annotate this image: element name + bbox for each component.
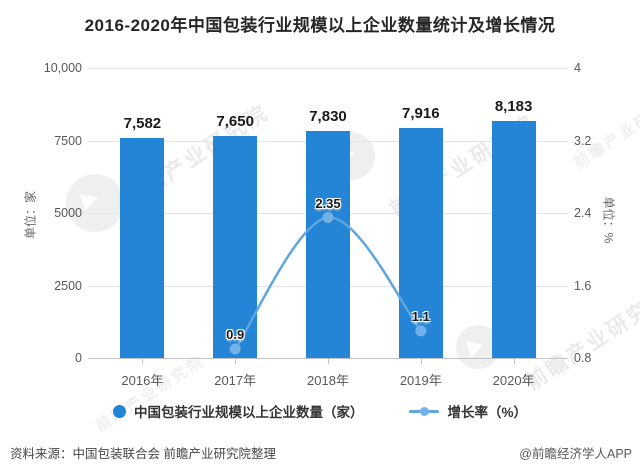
line-point-marker — [415, 325, 427, 337]
right-axis-tick-label: 1.6 — [574, 278, 592, 293]
bar-value-label: 7,916 — [402, 105, 440, 123]
line-value-label: 1.1 — [411, 308, 430, 324]
gridline — [88, 68, 568, 69]
bar-2018年 — [306, 130, 350, 358]
credit-text: @前瞻经济学人APP — [519, 447, 632, 461]
left-axis-tick-label: 0 — [75, 351, 82, 365]
x-axis-tick-label: 2020年 — [492, 373, 535, 388]
x-axis-tick-mark — [142, 359, 144, 364]
x-axis-tick-mark — [420, 359, 422, 364]
line-value-label: 0.9 — [226, 326, 245, 342]
data-source-text: 资料来源：中国包装联合会 前瞻产业研究院整理 — [10, 447, 276, 461]
right-axis-tick-label: 2.4 — [574, 206, 592, 220]
line-point-marker — [322, 212, 334, 224]
x-axis-tick-mark — [513, 359, 515, 364]
line-value-label: 2.35 — [315, 195, 341, 211]
left-axis-tick-label: 5000 — [54, 206, 82, 220]
left-axis-tick-label: 2500 — [54, 278, 82, 293]
growth-rate-line-layer — [229, 212, 427, 355]
x-axis-tick-label: 2017年 — [214, 373, 257, 388]
bar-2020年 — [491, 120, 536, 358]
plot-area: 10,000 4 7500 3.2 5000 2.4 2500 1.6 0 0.8 7,582 201… — [44, 61, 592, 388]
right-axis-tick-label: 4 — [574, 61, 581, 75]
x-axis-tick-mark — [235, 359, 237, 364]
right-axis-title: 单位：% — [601, 196, 616, 244]
line-point-marker — [229, 343, 241, 355]
bar-value-label: 7,650 — [216, 113, 254, 131]
chart-title: 2016-2020年中国包装行业规模以上企业数量统计及增长情况 — [84, 16, 556, 35]
left-axis-tick-label: 7500 — [54, 133, 82, 148]
bar-series-label: 中国包装行业规模以上企业数量（家） — [133, 405, 364, 420]
bar-2019年 — [398, 128, 443, 358]
x-axis-tick-label: 2018年 — [307, 373, 349, 388]
bar-2016年 — [120, 138, 165, 358]
left-axis-tick-label: 10,000 — [43, 61, 82, 75]
bar-value-label: 7,830 — [309, 107, 347, 125]
bar-value-label: 7,582 — [123, 115, 162, 133]
footer: 资料来源：中国包装联合会 前瞻产业研究院整理 @前瞻经济学人APP — [10, 443, 632, 462]
watermark-text: 前瞻产业研究院 — [93, 352, 209, 436]
right-axis-tick-label: 0.8 — [574, 351, 592, 365]
legend-item-enterprise-count: 中国包装行业规模以上企业数量（家） — [112, 401, 364, 421]
x-axis-tick-mark — [328, 359, 329, 364]
right-axis-tick-label: 3.2 — [574, 133, 592, 148]
line-series-label: 增长率（%） — [447, 405, 527, 420]
legend: 中国包装行业规模以上企业数量（家） 增长率（%） — [0, 401, 640, 421]
bar-value-label: 8,183 — [494, 97, 533, 115]
line-series-marker-icon — [409, 405, 440, 418]
watermark-text: 前瞻产业研究院 — [571, 89, 640, 173]
legend-item-growth-rate: 增长率（%） — [409, 401, 527, 421]
bar-series-marker-icon — [112, 404, 126, 418]
x-axis-tick-label: 2016年 — [121, 373, 164, 388]
x-axis-tick-label: 2019年 — [399, 373, 442, 388]
x-axis-line — [88, 358, 568, 359]
